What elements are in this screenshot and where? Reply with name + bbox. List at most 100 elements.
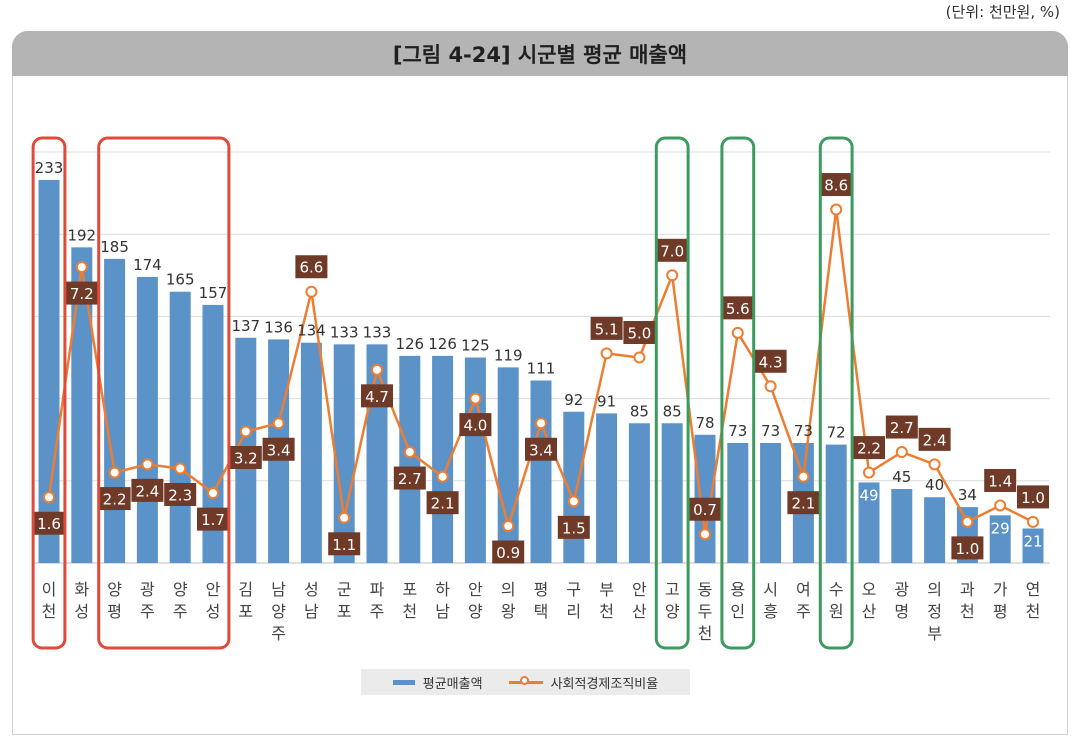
bar-value-label: 192 [67,226,96,244]
line-marker [436,470,449,483]
x-tick-label: 안산 [632,580,647,621]
line-value-label: 3.4 [262,437,295,461]
bar [858,482,880,563]
line-marker [961,515,974,528]
line-value-label: 1.7 [197,507,229,531]
line-value-label-text: 2.1 [791,495,815,513]
bar-value-label: 85 [663,402,682,420]
bar-value-label: 157 [199,284,228,302]
bar-value-label: 137 [231,317,260,335]
bar-value-label: 49 [859,486,878,504]
line-marker [239,425,252,438]
x-tick-label: 안양 [468,580,483,621]
line-marker [338,511,351,524]
line-value-label-box [459,413,492,437]
line-value-label: 1.4 [984,468,1017,492]
line-value-label: 2.1 [787,491,820,515]
line-value-label-box [98,487,131,511]
highlight-box [818,136,854,650]
bar [760,442,782,563]
bar-value-label: 92 [564,391,583,409]
highlight-box [720,136,756,650]
line-value-label: 1.1 [328,532,361,556]
bar-value-label: 126 [428,335,457,353]
x-tick-label: 고양 [664,580,680,621]
line-value-label-text: 6.6 [299,259,323,277]
line-value-label-box [295,255,328,279]
bar [71,247,93,564]
line-value-label-text: 2.4 [135,482,159,500]
line-marker [633,351,646,364]
line-marker [1027,515,1039,528]
bar [1022,528,1044,563]
bar-value-label: 45 [892,468,911,486]
x-tick-label: 시흥 [763,580,778,621]
x-tick-label: 의왕 [500,580,516,621]
line-value-label-box [590,316,623,340]
line-value-label-text: 3.4 [529,441,553,459]
legend-label-sales: 평균매출액 [422,676,483,692]
bar [924,497,946,563]
line-value-label: 5.1 [590,316,623,340]
line-value-label: 2.3 [164,482,197,506]
line-value-label-box [557,515,590,539]
line-value-label-text: 7.0 [660,242,684,260]
line-value-label-box [361,384,393,408]
bar-value-label: 21 [1023,532,1042,550]
line-value-label: 2.7 [885,415,918,439]
chart-title: [그림 4-24] 시군별 평균 매출액 [392,42,688,67]
line-value-label: 2.4 [918,427,951,451]
line-value-label-box [623,321,656,344]
line-value-label: 5.0 [623,321,656,344]
line-value-label: 2.4 [131,478,164,502]
bar-value-label: 78 [695,414,714,432]
x-tick-label: 광명 [894,580,910,621]
line-marker [994,499,1007,512]
title-banner: [그림 4-24] 시군별 평균 매출액 [12,31,1068,76]
x-tick-label: 오산 [861,580,877,621]
x-tick-label: 양주 [172,580,188,621]
line-value-label-text: 1.0 [1021,489,1045,507]
line-value-label-box [229,445,262,469]
line-value-label-box [164,482,197,506]
x-tick-label: 가평 [992,580,1008,621]
x-tick-label: 광주 [140,580,155,621]
line-marker [43,491,55,504]
line-value-label-box [525,437,557,461]
bar-value-label: 73 [728,422,747,440]
bar-value-label: 73 [794,422,813,440]
bar [628,423,650,563]
line-value-label: 6.6 [295,255,328,279]
line-value-label-text: 1.7 [201,511,225,529]
line-value-label-box [65,281,98,305]
line-marker [731,326,744,339]
line-marker [928,458,941,471]
line-value-label-box [689,497,721,521]
line-value-label-text: 1.4 [988,472,1012,490]
x-tick-label: 군포 [336,580,352,621]
bar-value-label: 134 [297,322,326,340]
line-value-label: 1.6 [33,511,65,535]
line-value-label-text: 5.6 [726,300,750,318]
line-value-label-text: 1.6 [37,515,61,533]
line-value-label: 4.3 [754,349,787,373]
bar [300,342,322,563]
line-marker [863,466,875,479]
line-marker [764,380,777,393]
line-value-label-box [951,536,984,560]
x-tick-label: 이천 [41,580,57,621]
line-marker [600,347,613,360]
line-value-label-text: 2.2 [103,491,127,509]
line-value-label-text: 4.3 [759,353,783,371]
line-value-label-box [656,238,689,262]
bar [399,355,421,563]
bar-value-label: 133 [330,323,359,341]
bar-value-label: 29 [991,519,1010,537]
line-value-label-box [262,437,295,461]
bar-value-label: 125 [461,337,490,355]
line-marker [797,470,810,483]
line-marker [108,466,121,479]
